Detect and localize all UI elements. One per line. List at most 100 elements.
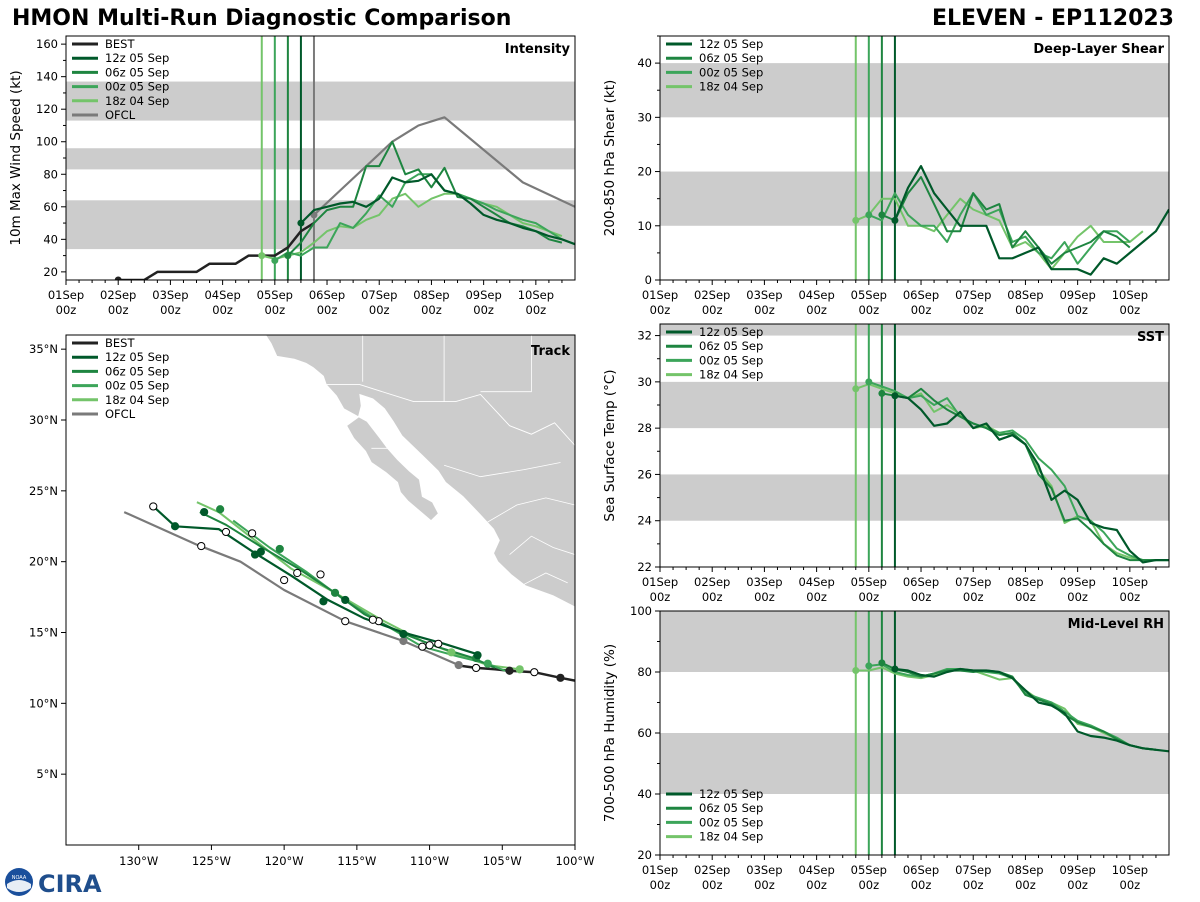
shear-xtick-hour: 00z	[806, 303, 827, 317]
sst-xtick-label: 07Sep	[955, 575, 991, 589]
track-xtick-label: 100°W	[555, 854, 594, 868]
sst-ytick-label: 30	[637, 375, 652, 389]
rh-ylabel: 700-500 hPa Humidity (%)	[602, 644, 618, 822]
shear-legend-label-run_12z_05: 12z 05 Sep	[699, 37, 763, 51]
shear-series-run_00z_05	[868, 192, 1131, 265]
track-point-run_12z_05	[434, 639, 443, 648]
intensity-series-group	[114, 116, 575, 280]
land-mass	[265, 335, 575, 608]
border-states-north	[480, 335, 532, 393]
track-ytick-label: 5°N	[36, 767, 58, 781]
track-point-run_12z_05	[149, 502, 158, 511]
track-ytick-label: 25°N	[29, 484, 58, 498]
sst-start-marker-run_12z_05	[891, 392, 899, 400]
shear-xtick-label: 08Sep	[1007, 288, 1043, 302]
panel-shear: 01020304001Sep00z02Sep00z03Sep00z04Sep00…	[602, 35, 1170, 317]
track-frame	[65, 334, 576, 846]
track-point-run_12z_05	[250, 550, 260, 559]
rh-xtick-label: 10Sep	[1112, 863, 1148, 877]
shear-ytick-label: 30	[637, 110, 652, 124]
rh-panel-title: Mid-Level RH	[1068, 617, 1164, 632]
track-line-run_12z_05	[152, 505, 481, 657]
sst-frame	[659, 323, 1170, 568]
border-mx-states-1	[443, 462, 561, 478]
rh-xtick-label: 06Sep	[903, 863, 939, 877]
intensity-start-marker-best	[114, 276, 122, 280]
intensity-xtick-hour: 00z	[264, 303, 285, 317]
track-point-best	[472, 663, 481, 673]
track-xtick-label: 125°W	[192, 854, 231, 868]
sst-xtick-hour: 00z	[754, 590, 775, 604]
track-point-run_06z_05	[368, 615, 377, 624]
intensity-ytick-label: 40	[43, 232, 58, 246]
sst-xtick-label: 06Sep	[903, 575, 939, 589]
rh-xtick-hour: 00z	[1120, 878, 1141, 892]
sst-panel-title: SST	[1137, 330, 1164, 345]
intensity-xtick-label: 06Sep	[309, 288, 345, 302]
sst-ylabel: Sea Surface Temp (°C)	[602, 369, 618, 521]
intensity-xtick-label: 07Sep	[361, 288, 397, 302]
track-panel-title: Track	[531, 344, 570, 359]
sst-legend-label-run_12z_05: 12z 05 Sep	[699, 325, 763, 339]
border-mx-states-3	[509, 535, 575, 555]
track-ytick-label: 20°N	[29, 555, 58, 569]
rh-ytick-label: 20	[637, 848, 652, 862]
shear-xtick-hour: 00z	[858, 303, 879, 317]
sst-ytick-label: 22	[637, 560, 652, 574]
track-point-run_06z_05	[330, 588, 340, 597]
intensity-ylabel: 10m Max Wind Speed (kt)	[8, 70, 24, 245]
sst-xtick-label: 01Sep	[642, 575, 678, 589]
shear-xtick-hour: 00z	[754, 303, 775, 317]
rh-legend-label-run_18z_04: 18z 04 Sep	[699, 830, 763, 844]
track-line-run_18z_04	[196, 501, 520, 671]
shear-xtick-label: 02Sep	[694, 288, 730, 302]
sst-xtick-label: 08Sep	[1007, 575, 1043, 589]
shear-panel-title: Deep-Layer Shear	[1033, 42, 1164, 57]
rh-xtick-hour: 00z	[1015, 878, 1036, 892]
intensity-series-run_12z_05	[300, 173, 575, 246]
track-legend-label-ofcl: OFCL	[105, 407, 136, 421]
track-point-run_12z_05	[319, 597, 328, 606]
track-point-run_12z_05	[293, 568, 302, 578]
sst-band-2	[660, 324, 1169, 336]
shear-start-marker-run_18z_04	[852, 216, 860, 224]
track-point-run_06z_05	[216, 505, 225, 514]
intensity-ytick-label: 20	[43, 265, 58, 279]
sst-series-group	[852, 378, 1169, 564]
track-line-run_00z_05	[232, 519, 506, 672]
track-point-best	[530, 668, 539, 677]
intensity-start-marker-run_18z_04	[258, 252, 266, 260]
sst-xtick-label: 03Sep	[746, 575, 782, 589]
track-point-best	[505, 666, 514, 675]
sst-series-run_12z_05	[894, 394, 1169, 564]
track-legend-label-run_12z_05: 12z 05 Sep	[105, 350, 169, 364]
track-xtick-label: 115°W	[337, 854, 376, 868]
panel-rh: 2040608010001Sep00z02Sep00z03Sep00z04Sep…	[602, 604, 1170, 892]
intensity-start-marker-run_12z_05	[297, 219, 305, 227]
storm-id-title: ELEVEN - EP112023	[932, 6, 1174, 31]
shear-xtick-label: 07Sep	[955, 288, 991, 302]
intensity-xtick-hour: 00z	[369, 303, 390, 317]
track-point-run_18z_04	[515, 665, 524, 674]
rh-ytick-label: 100	[630, 604, 652, 618]
rh-series-run_18z_04	[855, 666, 1157, 751]
border-mx-states-2	[487, 497, 575, 523]
rh-ytick-label: 60	[637, 726, 652, 740]
sst-xtick-hour: 00z	[806, 590, 827, 604]
intensity-ytick-label: 140	[36, 70, 58, 84]
track-point-run_06z_05	[425, 641, 434, 650]
intensity-xtick-hour: 00z	[212, 303, 233, 317]
sst-start-marker-run_00z_05	[865, 378, 873, 386]
track-map-layer	[123, 335, 575, 682]
rh-xtick-label: 03Sep	[746, 863, 782, 877]
shear-xtick-hour: 00z	[963, 303, 984, 317]
panel-intensity: 2040608010012014016001Sep00z02Sep00z03Se…	[8, 35, 576, 317]
intensity-ytick-label: 120	[36, 102, 58, 116]
intensity-xtick-label: 01Sep	[48, 288, 84, 302]
shear-series-run_12z_05	[893, 165, 1169, 276]
shear-xtick-label: 05Sep	[851, 288, 887, 302]
rh-start-marker-run_12z_05	[891, 665, 899, 673]
rh-start-marker-run_06z_05	[878, 659, 886, 667]
intensity-ytick-label: 100	[36, 135, 58, 149]
intensity-band-2	[66, 81, 575, 121]
